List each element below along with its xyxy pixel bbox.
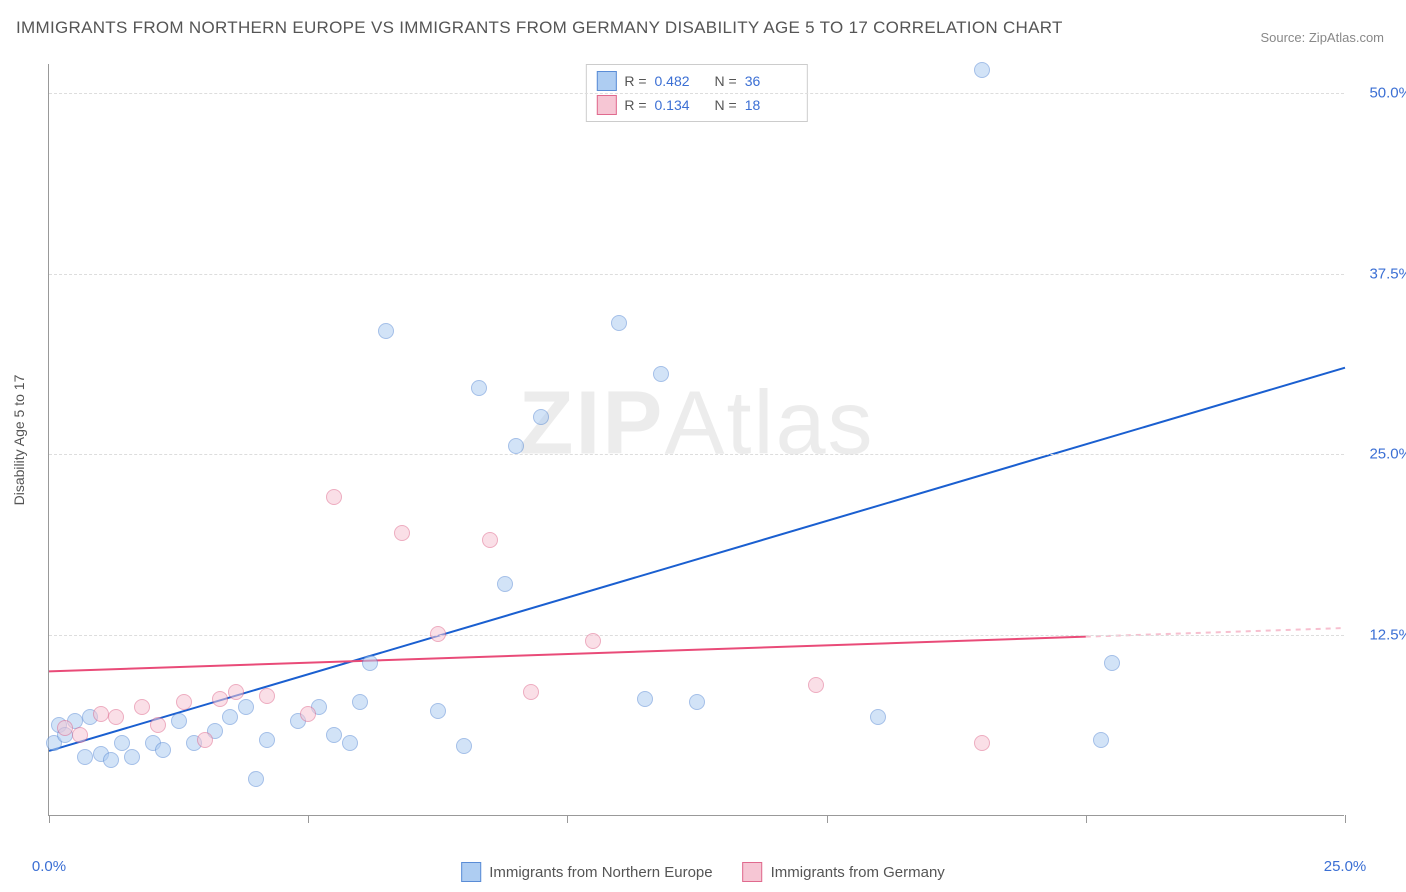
data-point bbox=[497, 576, 513, 592]
data-point bbox=[259, 732, 275, 748]
data-point bbox=[808, 677, 824, 693]
series-legend: Immigrants from Northern Europe Immigrant… bbox=[461, 862, 945, 882]
x-tick bbox=[827, 815, 828, 823]
scatter-chart: Disability Age 5 to 17 ZIPAtlas R =0.482… bbox=[48, 64, 1344, 816]
data-point bbox=[611, 315, 627, 331]
x-tick bbox=[1345, 815, 1346, 823]
data-point bbox=[653, 366, 669, 382]
y-tick-label: 25.0% bbox=[1369, 446, 1406, 463]
data-point bbox=[150, 717, 166, 733]
x-tick bbox=[1086, 815, 1087, 823]
data-point bbox=[637, 691, 653, 707]
data-point bbox=[974, 62, 990, 78]
data-point bbox=[238, 699, 254, 715]
x-tick bbox=[49, 815, 50, 823]
data-point bbox=[212, 691, 228, 707]
legend-item: Immigrants from Germany bbox=[743, 862, 945, 882]
data-point bbox=[108, 709, 124, 725]
legend-swatch bbox=[461, 862, 481, 882]
y-tick-label: 50.0% bbox=[1369, 84, 1406, 101]
data-point bbox=[93, 706, 109, 722]
legend-swatch bbox=[596, 95, 616, 115]
gridline bbox=[49, 635, 1344, 636]
data-point bbox=[248, 771, 264, 787]
data-point bbox=[508, 438, 524, 454]
data-point bbox=[176, 694, 192, 710]
data-point bbox=[326, 727, 342, 743]
data-point bbox=[689, 694, 705, 710]
data-point bbox=[342, 735, 358, 751]
legend-r-label: R = bbox=[624, 97, 646, 113]
legend-n-label: N = bbox=[715, 97, 737, 113]
y-tick-label: 12.5% bbox=[1369, 627, 1406, 644]
x-tick-label: 0.0% bbox=[32, 858, 66, 875]
data-point bbox=[1104, 655, 1120, 671]
legend-row: R = 0.482 N = 36 bbox=[596, 69, 796, 93]
data-point bbox=[77, 749, 93, 765]
data-point bbox=[533, 409, 549, 425]
data-point bbox=[72, 727, 88, 743]
data-point bbox=[362, 655, 378, 671]
legend-n-value: 36 bbox=[745, 73, 797, 89]
y-tick-label: 37.5% bbox=[1369, 265, 1406, 282]
data-point bbox=[103, 752, 119, 768]
legend-swatch bbox=[596, 71, 616, 91]
data-point bbox=[585, 633, 601, 649]
data-point bbox=[974, 735, 990, 751]
legend-row: R = 0.134 N = 18 bbox=[596, 93, 796, 117]
data-point bbox=[155, 742, 171, 758]
legend-r-label: R = bbox=[624, 73, 646, 89]
legend-swatch bbox=[743, 862, 763, 882]
data-point bbox=[1093, 732, 1109, 748]
data-point bbox=[352, 694, 368, 710]
data-point bbox=[430, 703, 446, 719]
data-point bbox=[326, 489, 342, 505]
legend-label: Immigrants from Northern Europe bbox=[489, 864, 712, 881]
legend-n-label: N = bbox=[715, 73, 737, 89]
chart-source: Source: ZipAtlas.com bbox=[1260, 30, 1384, 45]
data-point bbox=[430, 626, 446, 642]
gridline bbox=[49, 454, 1344, 455]
data-point bbox=[456, 738, 472, 754]
legend-item: Immigrants from Northern Europe bbox=[461, 862, 712, 882]
data-point bbox=[300, 706, 316, 722]
data-point bbox=[114, 735, 130, 751]
data-point bbox=[471, 380, 487, 396]
legend-r-value: 0.134 bbox=[655, 97, 707, 113]
gridline bbox=[49, 93, 1344, 94]
data-point bbox=[124, 749, 140, 765]
data-point bbox=[228, 684, 244, 700]
legend-r-value: 0.482 bbox=[655, 73, 707, 89]
legend-n-value: 18 bbox=[745, 97, 797, 113]
data-point bbox=[378, 323, 394, 339]
data-point bbox=[394, 525, 410, 541]
data-point bbox=[197, 732, 213, 748]
x-tick-label: 25.0% bbox=[1324, 858, 1367, 875]
y-axis-title: Disability Age 5 to 17 bbox=[11, 374, 27, 505]
data-point bbox=[482, 532, 498, 548]
data-point bbox=[134, 699, 150, 715]
chart-title: IMMIGRANTS FROM NORTHERN EUROPE VS IMMIG… bbox=[16, 18, 1063, 38]
data-point bbox=[222, 709, 238, 725]
data-point bbox=[523, 684, 539, 700]
data-point bbox=[259, 688, 275, 704]
x-tick bbox=[567, 815, 568, 823]
gridline bbox=[49, 274, 1344, 275]
data-point bbox=[57, 720, 73, 736]
x-tick bbox=[308, 815, 309, 823]
legend-label: Immigrants from Germany bbox=[771, 864, 945, 881]
data-point bbox=[870, 709, 886, 725]
data-point bbox=[171, 713, 187, 729]
